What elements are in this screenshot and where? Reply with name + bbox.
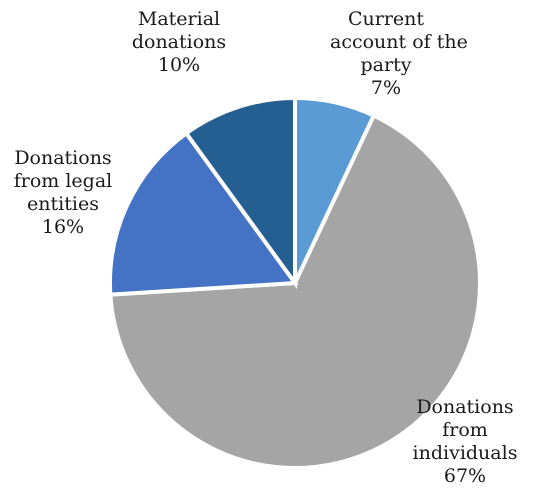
slice-percent: 16% [41, 216, 85, 238]
slice-legal-entities [108, 130, 299, 297]
slice-percent: 10% [157, 54, 201, 76]
slice-percent: 67% [443, 465, 487, 487]
slice-material-donations [183, 95, 297, 290]
slice-label-individuals: Donations from individuals 67% [412, 396, 518, 487]
slice-percent: 7% [370, 77, 402, 99]
slice-label-current-account: Current account of the party 7% [330, 8, 468, 99]
slice-label-legal-entities: Donations from legal entities 16% [4, 147, 122, 239]
pie-slices [108, 95, 482, 470]
slice-label-material-donations: Material donations 10% [126, 8, 232, 77]
slice-individuals [108, 112, 482, 470]
